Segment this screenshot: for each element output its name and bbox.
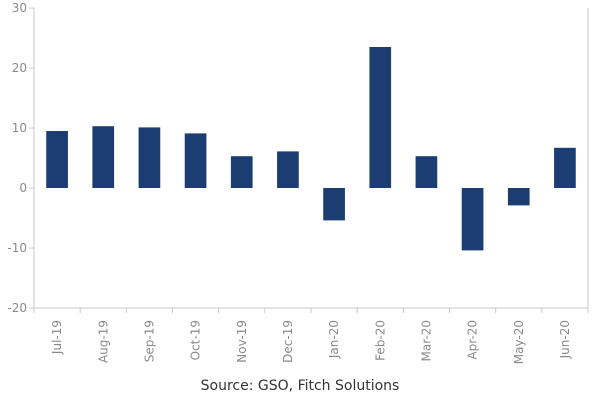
bar-apr-20 (461, 188, 484, 251)
x-tick-label: Jan-20 (327, 320, 341, 359)
bar-feb-20 (369, 47, 392, 188)
source-note: Source: GSO, Fitch Solutions (200, 378, 400, 394)
chart-axes (33, 8, 589, 309)
y-tick-label: 20 (12, 61, 27, 75)
bar-may-20 (507, 188, 530, 206)
bar-nov-19 (230, 156, 253, 188)
y-tick-label: 30 (12, 1, 27, 15)
x-tick-label: Sep-19 (142, 320, 156, 362)
chart-bars (46, 47, 576, 251)
bar-sep-19 (138, 127, 161, 188)
y-tick-label: 0 (19, 181, 27, 195)
bar-aug-19 (92, 126, 115, 188)
bar-oct-19 (184, 133, 207, 188)
bar-dec-19 (277, 151, 299, 188)
x-tick-label: Mar-20 (419, 320, 433, 361)
y-tick-label: -20 (7, 301, 27, 315)
x-tick-label: Aug-19 (96, 320, 110, 363)
x-tick-label: Feb-20 (373, 320, 387, 361)
x-tick-label: Apr-20 (466, 320, 480, 360)
y-tick-label: 10 (12, 121, 27, 135)
x-tick-label: May-20 (512, 320, 526, 364)
bar-jul-19 (46, 131, 68, 188)
x-tick-label: Jun-20 (558, 320, 572, 359)
x-tick-label: Dec-19 (281, 320, 295, 363)
x-tick-label: Nov-19 (235, 320, 249, 363)
bar-jan-20 (323, 188, 345, 221)
x-tick-label: Oct-19 (189, 320, 203, 360)
bar-jun-20 (554, 147, 576, 188)
bar-chart: -20 -10 0 10 20 30 Jul-19 Aug-19 Sep-19 Oct-19 No… (7, 1, 589, 364)
x-tick-label: Jul-19 (50, 320, 64, 355)
x-axis-ticks: Jul-19 Aug-19 Sep-19 Oct-19 Nov-19 Dec-19 Jan-… (33, 308, 589, 364)
bar-mar-20 (415, 156, 438, 188)
y-tick-label: -10 (7, 241, 27, 255)
y-axis-ticks: -20 -10 0 10 20 30 (7, 1, 34, 315)
